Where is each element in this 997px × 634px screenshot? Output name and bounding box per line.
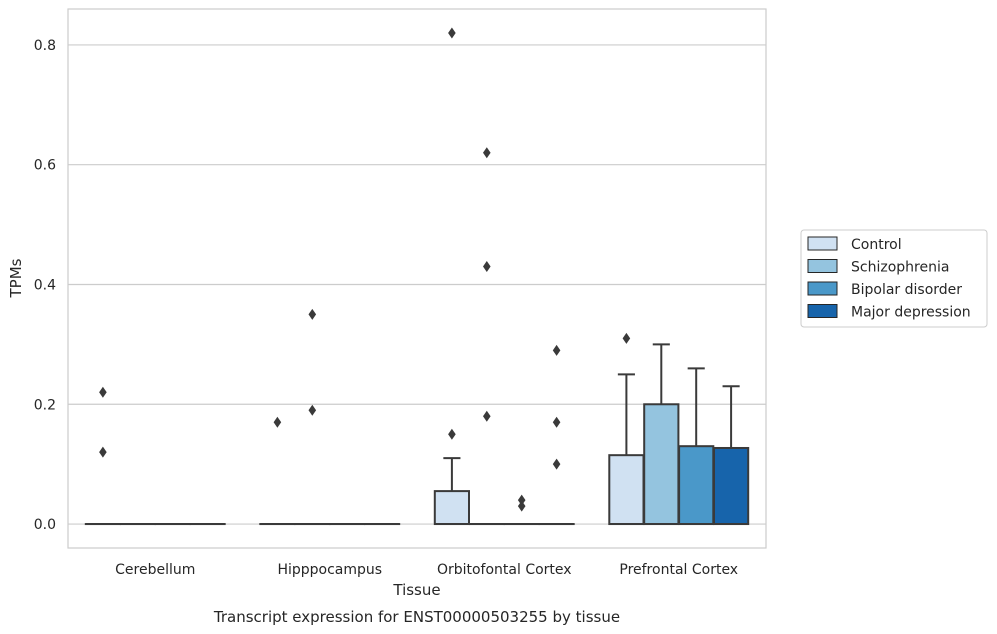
outlier-point [483,147,491,159]
legend-swatch [807,236,838,251]
chart-caption: Transcript expression for ENST0000050325… [213,608,620,626]
box-body [712,446,750,526]
outlier-point [517,494,526,506]
y-tick-label: 0.4 [34,277,56,293]
y-tick-label: 0.6 [34,158,56,174]
outlier-point [273,416,282,428]
outlier-point [517,500,526,512]
y-axis-label: TPMs [7,258,25,298]
box-2-0 [433,27,471,526]
x-tick-labels: Cerebellum Hipppocampus Orbitofontal Corte… [115,562,738,578]
box-3-3 [712,385,750,526]
outlier-point [483,410,491,422]
y-tick-label: 0.0 [34,517,56,533]
box-1-0 [259,416,296,526]
box-3-2 [678,367,715,526]
box-0-0 [84,386,122,526]
y-tick-label: 0.2 [34,397,56,413]
outlier-point [483,261,491,273]
outlier-point [448,27,456,39]
outlier-point [552,458,561,470]
legend-label: Control [851,237,902,253]
x-axis-label: Tissue [392,581,440,599]
legend: Control Schizophrenia Bipolar disorder Majo… [800,229,988,328]
outlier-point [552,416,561,428]
legend-swatch [807,304,838,318]
box-body [433,490,471,526]
box-body [678,445,715,526]
box-3-0 [608,332,645,526]
x-tick-label: Hipppocampus [277,562,382,578]
legend-swatch [807,281,838,296]
box-3-1 [643,343,680,526]
x-tick-label: Orbitofontal Cortex [437,562,572,578]
box-body [643,403,680,526]
box-1-1 [294,308,331,526]
outlier-point [308,404,317,416]
outlier-point [552,344,561,356]
legend-label: Schizophrenia [851,260,949,276]
y-tick-label: 0.8 [34,38,56,54]
legend-frame [800,229,988,328]
legend-label: Major depression [851,305,971,321]
box-body [608,454,645,526]
outlier-point [308,308,317,320]
legend-label: Bipolar disorder [851,282,962,298]
x-tick-label: Cerebellum [115,562,195,578]
box-marks [84,27,750,526]
outlier-point [99,386,107,398]
box-2-1 [468,147,505,526]
box-2-2 [503,494,540,526]
box-2-3 [538,344,575,526]
x-tick-label: Prefrontal Cortex [619,562,738,578]
outlier-point [99,446,107,458]
y-tick-labels: 0.0 0.2 0.4 0.6 0.8 [34,38,56,533]
plot-frame [67,8,767,549]
outlier-point [448,428,456,440]
outlier-point [622,332,631,344]
legend-swatch [807,259,838,273]
